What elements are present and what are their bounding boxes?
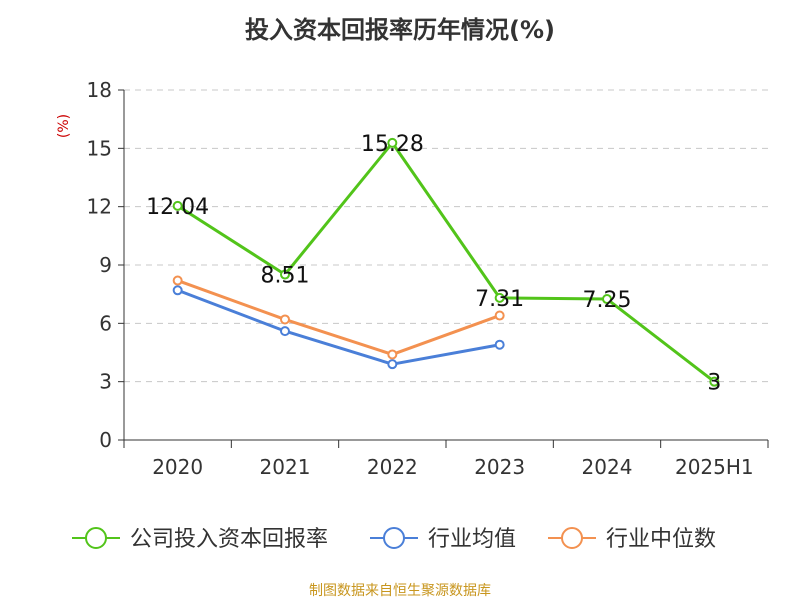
data-point: [172, 275, 183, 286]
data-label: 12.04: [146, 195, 209, 220]
legend-label: 公司投入资本回报率: [130, 527, 328, 552]
data-point: [387, 137, 398, 148]
data-point: [387, 349, 398, 360]
series-line: [176, 141, 716, 383]
series: [172, 137, 720, 387]
x-tick-label: 2021: [260, 455, 311, 479]
y-tick-label: 0: [99, 428, 112, 452]
data-point: [602, 294, 612, 305]
data-point: [494, 292, 505, 303]
y-axis-unit-label: (%): [56, 114, 72, 138]
data-label: 8.51: [261, 264, 310, 289]
y-tick-label: 18: [87, 78, 112, 102]
series-line: [177, 279, 501, 356]
data-point: [709, 376, 720, 387]
legend-marker: [561, 527, 583, 549]
data-point: [494, 339, 505, 350]
x-tick-label: 2022: [367, 455, 418, 479]
y-tick-label: 6: [99, 311, 112, 335]
series-line: [177, 288, 500, 366]
chart-title: 投入资本回报率历年情况(%): [245, 16, 555, 44]
legend-label: 行业均值: [428, 527, 516, 552]
source-note: 制图数据来自恒生聚源数据库: [309, 583, 491, 599]
legend-item: 公司投入资本回报率: [72, 527, 328, 552]
x-tick-label: 2024: [582, 455, 633, 479]
grid-lines: [124, 89, 768, 383]
legend-label: 行业中位数: [606, 527, 716, 552]
y-tick-label: 9: [99, 253, 112, 277]
y-tick-label: 15: [87, 136, 112, 160]
data-label: 15.28: [361, 132, 424, 157]
x-tick-label: 2023: [474, 455, 525, 479]
data-label: 3: [707, 371, 721, 396]
x-tick-label: 2020: [152, 455, 203, 479]
legend-marker: [85, 527, 107, 549]
data-label: 7.31: [475, 287, 524, 312]
data-label: 7.25: [583, 288, 632, 313]
x-tick-label: 2025H1: [675, 455, 754, 479]
legend: 公司投入资本回报率 行业均值 行业中位数: [72, 527, 716, 552]
data-point: [280, 269, 290, 280]
data-point: [172, 285, 183, 296]
axes: 0 3 6 9 12 15 18 2020 2021 2022 2023 2024 2025H1: [87, 78, 769, 479]
data-point: [172, 200, 183, 211]
data-point: [280, 326, 290, 337]
data-point: [387, 359, 398, 370]
data-point: [494, 310, 505, 321]
legend-marker: [383, 527, 405, 549]
data-labels: 12.04 8.51 15.28 7.31 7.25 3: [146, 132, 721, 396]
legend-item: 行业均值: [370, 527, 516, 552]
y-tick-label: 3: [99, 370, 112, 394]
legend-item: 行业中位数: [548, 527, 716, 552]
data-point: [280, 314, 290, 325]
y-tick-label: 12: [87, 195, 112, 219]
